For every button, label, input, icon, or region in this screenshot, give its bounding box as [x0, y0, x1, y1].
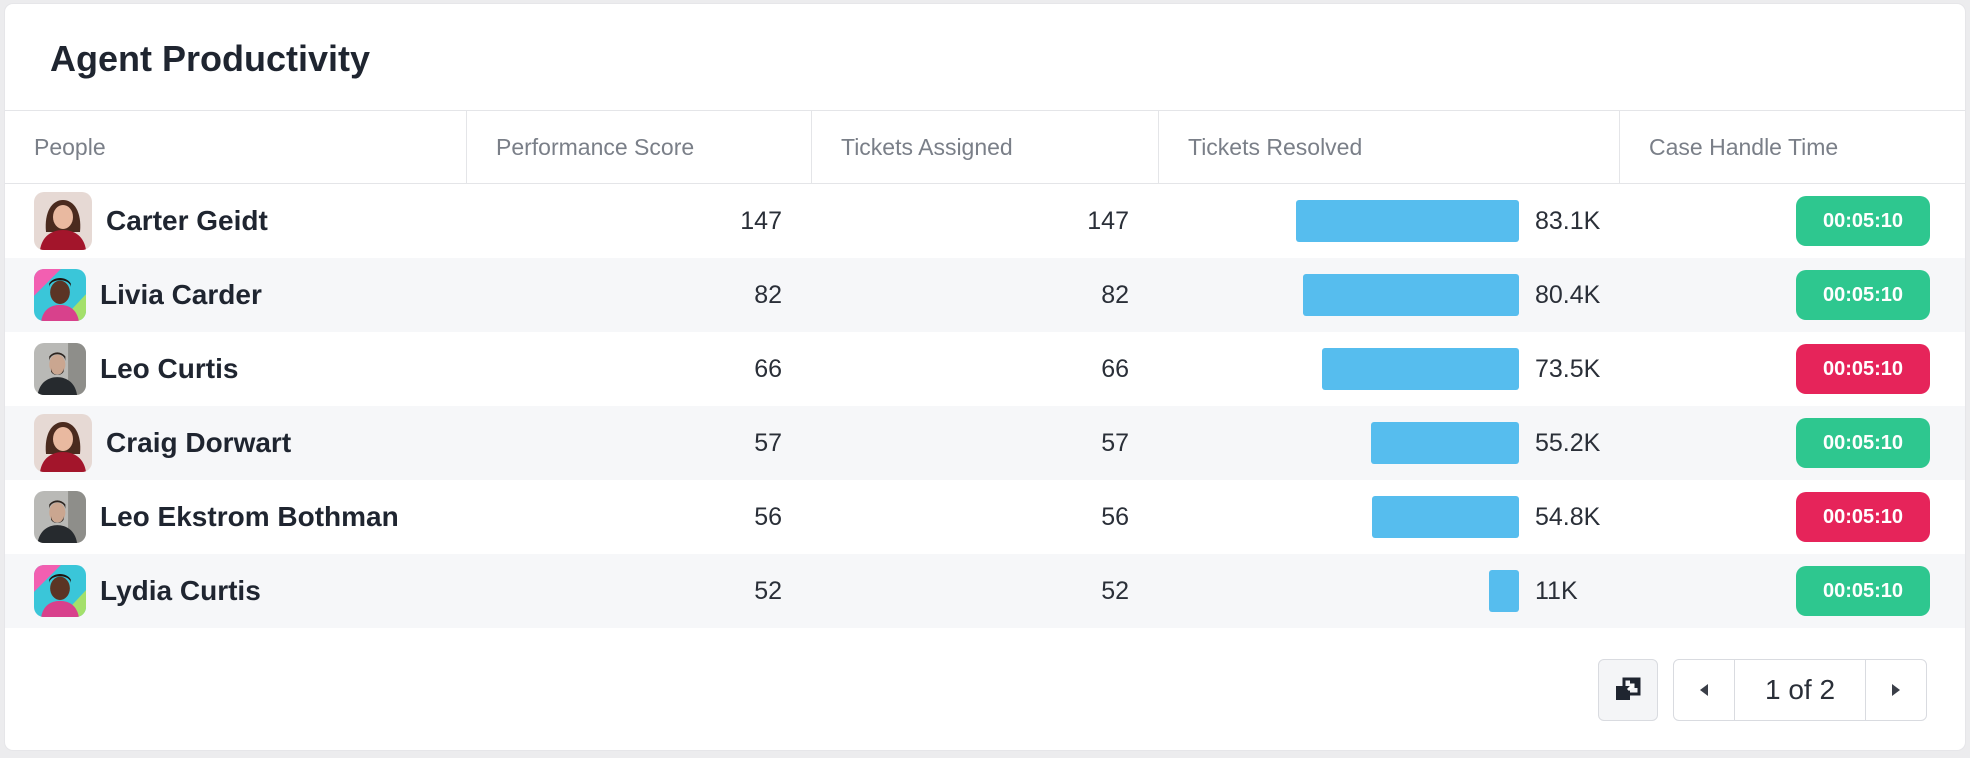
column-header-people[interactable]: People — [5, 111, 467, 183]
person-name[interactable]: Leo Curtis — [100, 353, 239, 384]
column-header-performance-score[interactable]: Performance Score — [467, 111, 812, 183]
avatar — [34, 565, 86, 617]
column-header-case-handle-time[interactable]: Case Handle Time — [1649, 133, 1839, 160]
case-handle-time-cell: 00:05:10 — [1620, 554, 1965, 628]
tickets-resolved-cell: 83.1K — [1159, 184, 1620, 258]
case-handle-time-cell: 00:05:10 — [1620, 332, 1965, 406]
agent-productivity-card: Agent Productivity People Performance Sc… — [5, 4, 1965, 750]
case-handle-time-badge: 00:05:10 — [1796, 418, 1930, 468]
tickets-resolved-cell: 73.5K — [1159, 332, 1620, 406]
tickets-assigned: 52 — [1101, 576, 1129, 605]
tickets-resolved-bar — [1489, 570, 1519, 612]
agent-table: People Performance Score Tickets Assigne… — [5, 110, 1965, 628]
tickets-resolved-cell: 54.8K — [1159, 480, 1620, 554]
table-row[interactable]: Lydia Curtis 52 52 11K 00:05:10 — [5, 554, 1965, 628]
tickets-resolved-cell: 55.2K — [1159, 406, 1620, 480]
performance-score: 147 — [740, 206, 782, 235]
tickets-resolved-label: 83.1K — [1535, 206, 1601, 235]
tickets-resolved-label: 80.4K — [1535, 280, 1601, 309]
page-indicator: 1 of 2 — [1764, 674, 1836, 705]
table-row[interactable]: Leo Ekstrom Bothman 56 56 54.8K 00:05:10 — [5, 480, 1965, 554]
performance-score: 56 — [754, 502, 782, 531]
case-handle-time-badge: 00:05:10 — [1796, 492, 1930, 542]
table-header: People Performance Score Tickets Assigne… — [5, 111, 1965, 184]
performance-score: 52 — [754, 576, 782, 605]
case-handle-time-badge: 00:05:10 — [1796, 566, 1930, 616]
column-header-tickets-resolved[interactable]: Tickets Resolved — [1159, 111, 1620, 183]
case-handle-time-cell: 00:05:10 — [1620, 406, 1965, 480]
export-icon — [1616, 677, 1641, 700]
tickets-assigned: 57 — [1101, 428, 1129, 457]
avatar — [34, 269, 86, 321]
export-button[interactable] — [1598, 659, 1658, 721]
table-row[interactable]: Leo Curtis 66 66 73.5K 00:05:10 — [5, 332, 1965, 406]
tickets-resolved-label: 54.8K — [1535, 502, 1601, 531]
pagination: 1 of 2 — [1673, 659, 1927, 721]
tickets-resolved-bar — [1371, 496, 1519, 538]
previous-page-button[interactable] — [1674, 660, 1735, 720]
tickets-resolved-label: 11K — [1535, 576, 1578, 605]
avatar — [34, 414, 92, 472]
people-cell: Leo Ekstrom Bothman — [5, 480, 467, 554]
tickets-resolved-label: 55.2K — [1535, 428, 1601, 457]
table-row[interactable]: Craig Dorwart 57 57 55.2K 00:05:10 — [5, 406, 1965, 480]
people-cell: Carter Geidt — [5, 184, 467, 258]
performance-score: 57 — [754, 428, 782, 457]
people-cell: Leo Curtis — [5, 332, 467, 406]
case-handle-time-cell: 00:05:10 — [1620, 258, 1965, 332]
next-page-button[interactable] — [1865, 660, 1926, 720]
tickets-assigned: 56 — [1101, 502, 1129, 531]
chevron-left-icon — [1700, 684, 1708, 696]
performance-score: 82 — [754, 280, 782, 309]
column-header-tickets-assigned[interactable]: Tickets Assigned — [812, 111, 1159, 183]
tickets-resolved-bar — [1321, 348, 1519, 390]
case-handle-time-badge: 00:05:10 — [1796, 344, 1930, 394]
person-name[interactable]: Lydia Curtis — [100, 575, 261, 606]
avatar — [34, 192, 92, 250]
people-cell: Craig Dorwart — [5, 406, 467, 480]
table-row[interactable]: Livia Carder 82 82 80.4K 00:05:10 — [5, 258, 1965, 332]
case-handle-time-badge: 00:05:10 — [1796, 196, 1930, 246]
avatar — [34, 491, 86, 543]
table-row[interactable]: Carter Geidt 147 147 83.1K 00:05:10 — [5, 184, 1965, 258]
people-cell: Livia Carder — [5, 258, 467, 332]
person-name[interactable]: Leo Ekstrom Bothman — [100, 501, 399, 532]
chevron-right-icon — [1892, 684, 1900, 696]
people-cell: Lydia Curtis — [5, 554, 467, 628]
tickets-resolved-cell: 11K — [1159, 554, 1620, 628]
card-title: Agent Productivity — [50, 38, 371, 79]
avatar — [34, 343, 86, 395]
tickets-resolved-bar — [1370, 422, 1519, 464]
person-name[interactable]: Livia Carder — [100, 279, 262, 310]
tickets-assigned: 147 — [1087, 206, 1129, 235]
tickets-resolved-label: 73.5K — [1535, 354, 1601, 383]
performance-score: 66 — [754, 354, 782, 383]
tickets-assigned: 82 — [1101, 280, 1129, 309]
tickets-resolved-bar — [1303, 274, 1519, 316]
tickets-resolved-bar — [1295, 200, 1519, 242]
case-handle-time-cell: 00:05:10 — [1620, 184, 1965, 258]
tickets-resolved-cell: 80.4K — [1159, 258, 1620, 332]
case-handle-time-badge: 00:05:10 — [1796, 270, 1930, 320]
person-name[interactable]: Carter Geidt — [106, 205, 268, 236]
person-name[interactable]: Craig Dorwart — [106, 427, 292, 458]
case-handle-time-cell: 00:05:10 — [1620, 480, 1965, 554]
tickets-assigned: 66 — [1101, 354, 1129, 383]
